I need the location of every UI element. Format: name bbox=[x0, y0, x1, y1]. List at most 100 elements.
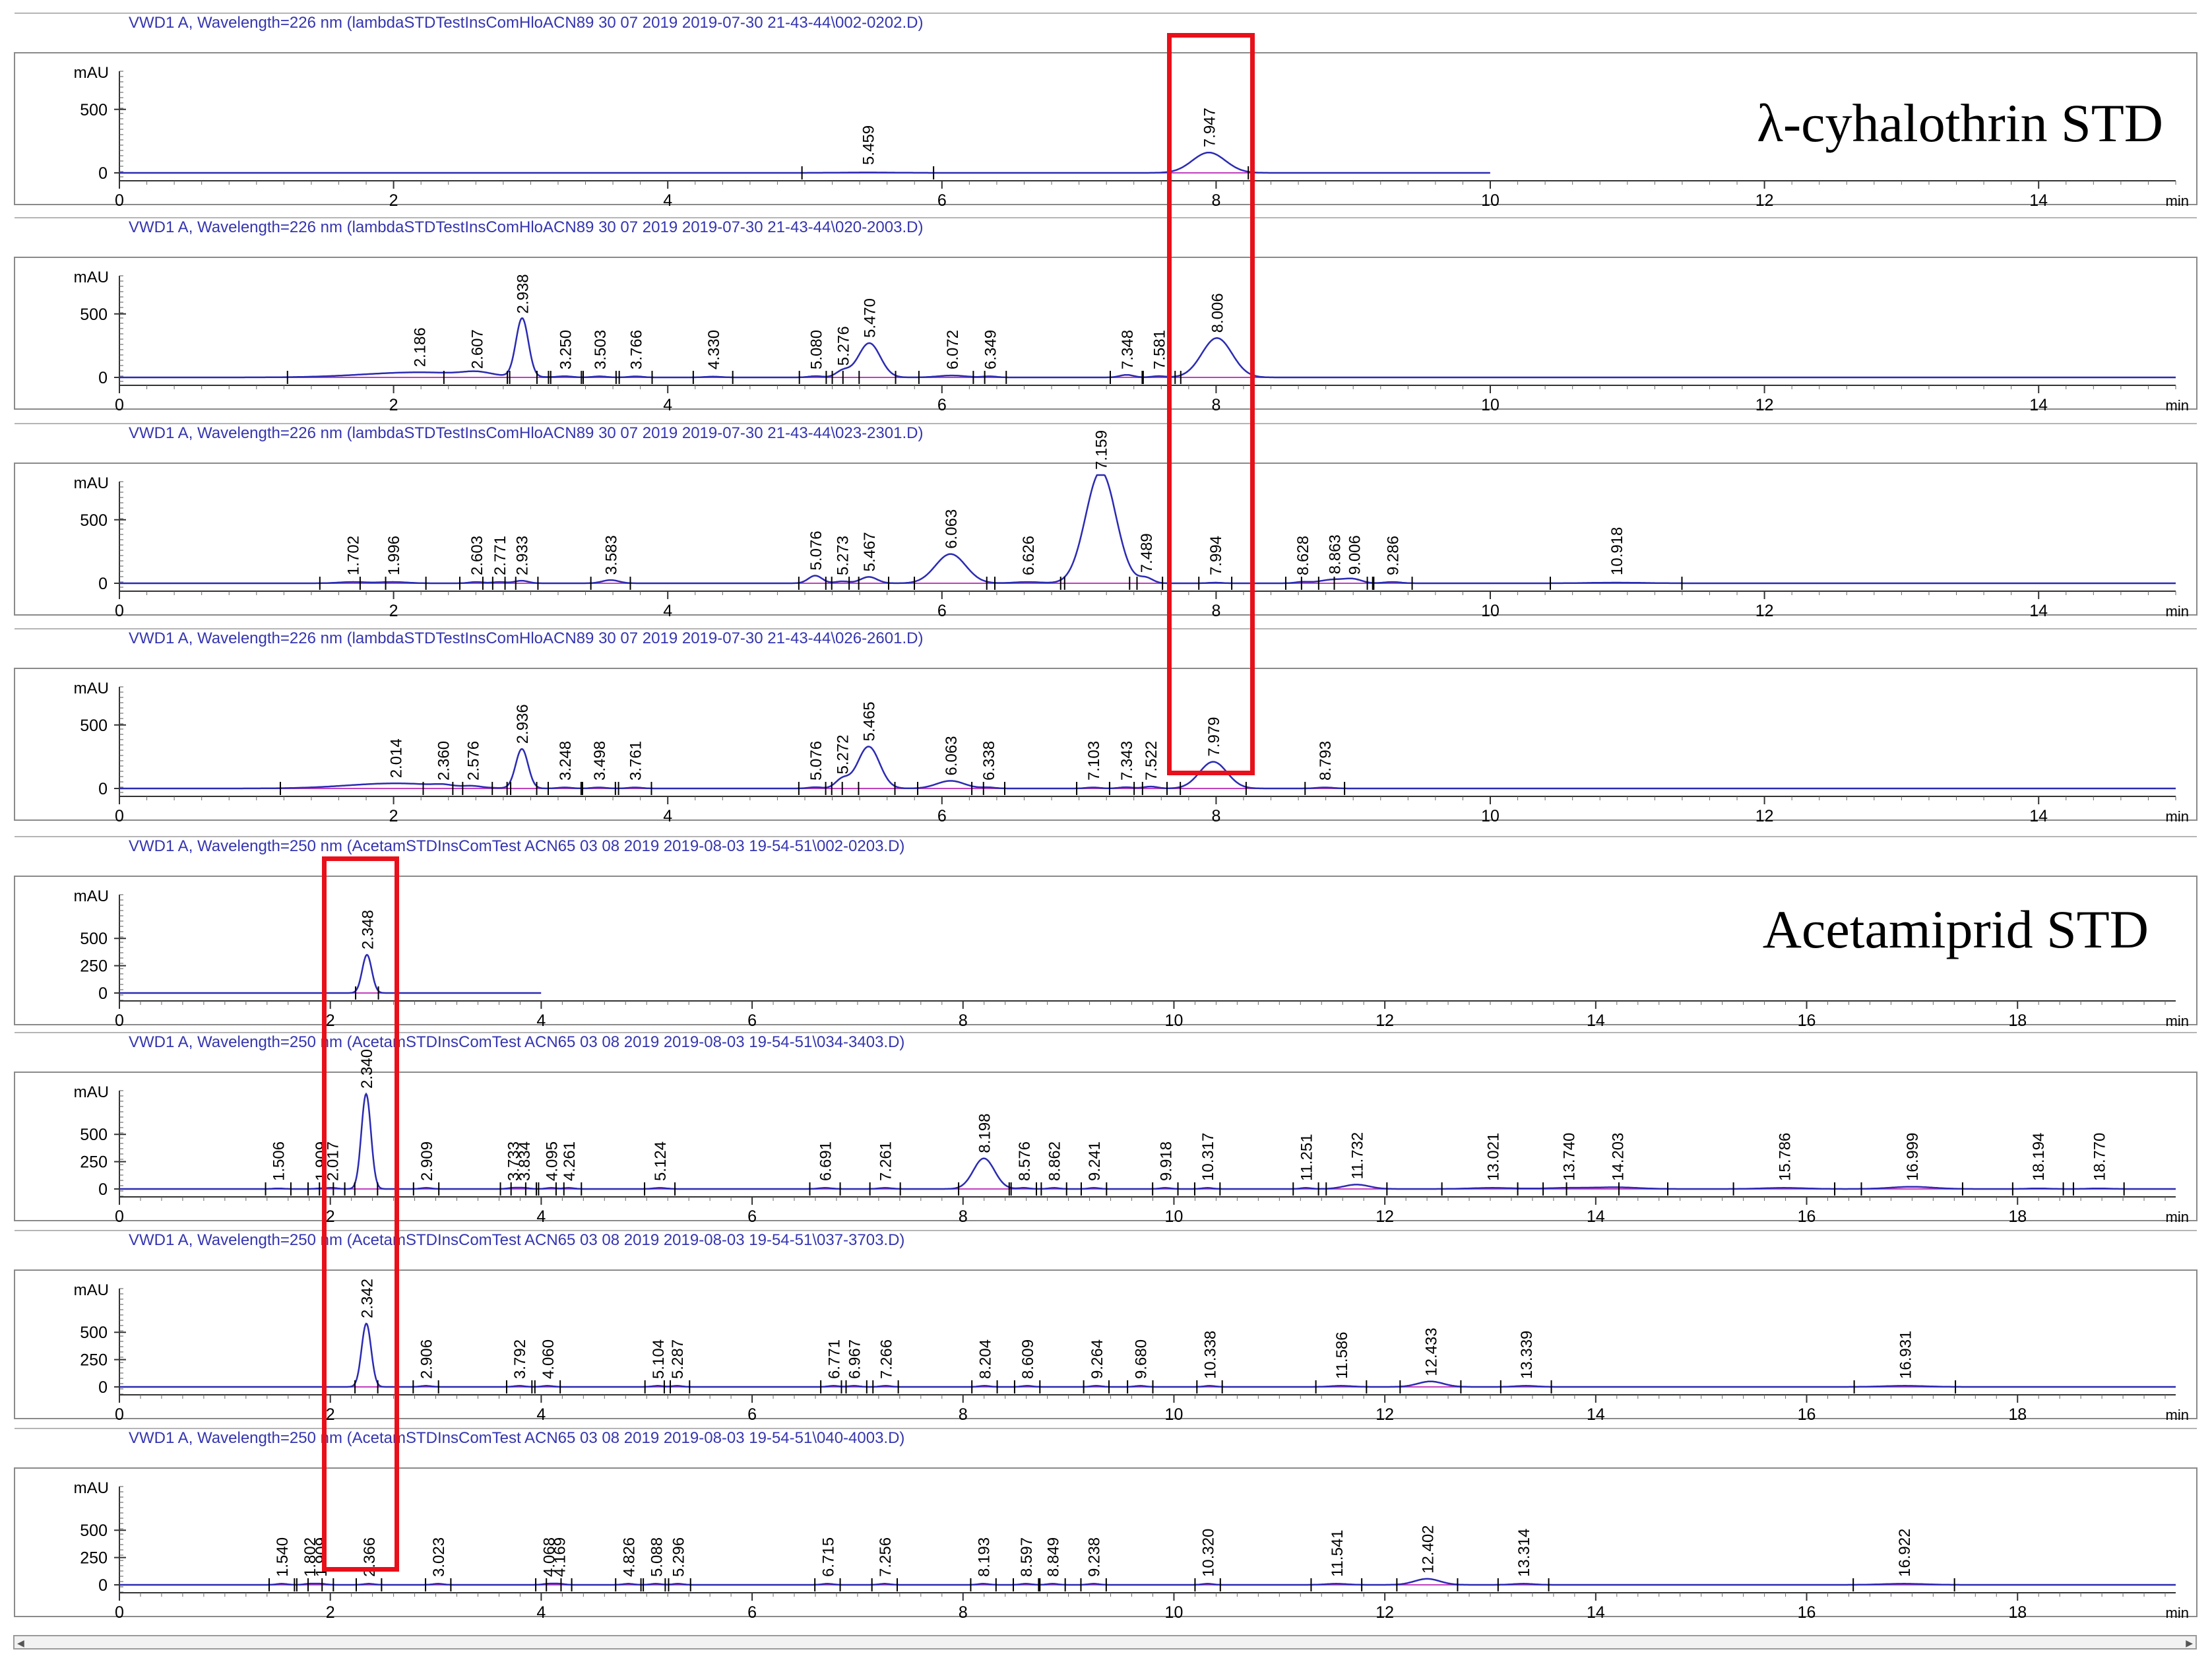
panel-title: VWD1 A, Wavelength=226 nm (lambdaSTDTest… bbox=[129, 14, 923, 32]
peak-retention-time-label: 5.273 bbox=[835, 536, 852, 575]
panel-frame bbox=[14, 668, 2197, 821]
y-tick-label: 0 bbox=[98, 575, 108, 593]
peak-retention-time-label: 4.826 bbox=[620, 1537, 638, 1577]
peak-retention-time-label: 5.459 bbox=[860, 125, 877, 165]
peak-retention-time-label: 7.489 bbox=[1138, 533, 1156, 573]
peak-retention-time-label: 3.023 bbox=[430, 1537, 448, 1577]
x-tick-label: 14 bbox=[1587, 1207, 1605, 1226]
x-axis-unit-label: min bbox=[2166, 808, 2189, 825]
x-tick-label: 6 bbox=[937, 807, 947, 825]
y-tick-label: 0 bbox=[98, 164, 108, 183]
peak-retention-time-label: 6.063 bbox=[943, 509, 961, 549]
chromatogram-panel-7: VWD1 A, Wavelength=250 nm (AcetamSTDInsC… bbox=[14, 1230, 2197, 1424]
panel-frame bbox=[14, 1467, 2197, 1617]
peak-retention-time-label: 6.072 bbox=[944, 330, 962, 369]
peak-retention-time-label: 8.597 bbox=[1018, 1537, 1036, 1577]
peak-retention-time-label: 11.251 bbox=[1298, 1134, 1315, 1181]
x-axis-unit-label: min bbox=[2166, 603, 2189, 620]
x-tick-label: 12 bbox=[1755, 807, 1774, 825]
x-tick-label: 8 bbox=[959, 1011, 968, 1030]
peak-retention-time-label: 6.063 bbox=[943, 736, 961, 775]
peak-retention-time-label: 8.006 bbox=[1209, 293, 1227, 333]
x-axis-unit-label: min bbox=[2166, 397, 2189, 414]
peak-retention-time-label: 10.918 bbox=[1608, 527, 1626, 575]
peak-retention-time-label: 8.198 bbox=[976, 1114, 994, 1153]
peak-retention-time-label: 3.250 bbox=[557, 330, 575, 369]
peak-retention-time-label: 5.467 bbox=[861, 532, 879, 571]
panel-title: VWD1 A, Wavelength=226 nm (lambdaSTDTest… bbox=[129, 218, 923, 236]
x-tick-label: 18 bbox=[2008, 1603, 2027, 1622]
x-tick-label: 12 bbox=[1755, 602, 1774, 620]
x-axis-unit-label: min bbox=[2166, 1605, 2189, 1621]
peak-retention-time-label: 9.238 bbox=[1086, 1537, 1104, 1577]
x-axis-unit-label: min bbox=[2166, 1209, 2189, 1225]
peak-retention-time-label: 7.947 bbox=[1201, 108, 1218, 147]
peak-retention-time-label: 1.802 bbox=[301, 1537, 319, 1577]
x-tick-label: 8 bbox=[959, 1603, 968, 1622]
y-tick-label: 500 bbox=[80, 305, 108, 324]
x-tick-label: 0 bbox=[115, 602, 124, 620]
x-tick-label: 2 bbox=[389, 191, 398, 210]
y-axis-unit-label: mAU bbox=[74, 64, 109, 82]
x-tick-label: 14 bbox=[1587, 1405, 1605, 1424]
x-tick-label: 10 bbox=[1165, 1405, 1184, 1424]
lambda-peak-highlight-box bbox=[1166, 33, 1255, 775]
x-tick-label: 4 bbox=[663, 191, 672, 210]
panel-frame bbox=[14, 876, 2197, 1025]
x-tick-label: 18 bbox=[2008, 1011, 2027, 1030]
peak-retention-time-label: 3.583 bbox=[603, 535, 621, 575]
x-tick-label: 10 bbox=[1481, 807, 1500, 825]
panel-frame bbox=[14, 1072, 2197, 1221]
x-tick-label: 2 bbox=[326, 1207, 335, 1226]
peak-retention-time-label: 1.702 bbox=[345, 536, 363, 575]
peak-retention-time-label: 2.603 bbox=[468, 536, 486, 575]
x-tick-label: 6 bbox=[937, 191, 947, 210]
peak-retention-time-label: 8.862 bbox=[1046, 1141, 1064, 1181]
y-tick-label: 0 bbox=[98, 1180, 108, 1199]
peak-retention-time-label: 1.540 bbox=[274, 1537, 292, 1577]
x-tick-label: 10 bbox=[1481, 602, 1500, 620]
peak-retention-time-label: 2.938 bbox=[515, 274, 532, 313]
scroll-left-arrow-icon[interactable]: ◀ bbox=[17, 1638, 24, 1648]
scroll-right-arrow-icon[interactable]: ▶ bbox=[2186, 1638, 2193, 1648]
peak-retention-time-label: 3.498 bbox=[591, 741, 609, 781]
x-tick-label: 0 bbox=[115, 1405, 124, 1424]
x-tick-label: 10 bbox=[1481, 191, 1500, 210]
peak-retention-time-label: 16.999 bbox=[1904, 1133, 1922, 1181]
peak-retention-time-label: 13.314 bbox=[1515, 1529, 1533, 1577]
x-tick-label: 16 bbox=[1798, 1603, 1816, 1622]
x-tick-label: 14 bbox=[1587, 1011, 1605, 1030]
panel-title: VWD1 A, Wavelength=250 nm (AcetamSTDInsC… bbox=[129, 837, 904, 855]
x-tick-label: 2 bbox=[389, 396, 398, 414]
x-tick-label: 4 bbox=[663, 602, 672, 620]
x-tick-label: 8 bbox=[1211, 191, 1220, 210]
peak-retention-time-label: 1.996 bbox=[385, 536, 403, 575]
x-tick-label: 14 bbox=[2029, 602, 2048, 620]
chromatogram-panel-4: VWD1 A, Wavelength=226 nm (lambdaSTDTest… bbox=[14, 628, 2197, 825]
panel-title: VWD1 A, Wavelength=250 nm (AcetamSTDInsC… bbox=[129, 1231, 904, 1249]
peak-retention-time-label: 9.918 bbox=[1157, 1141, 1175, 1181]
horizontal-scrollbar[interactable]: ◀ ▶ bbox=[13, 1635, 2197, 1650]
peak-retention-time-label: 10.320 bbox=[1200, 1529, 1218, 1577]
peak-retention-time-label: 1.506 bbox=[270, 1141, 288, 1181]
y-tick-label: 250 bbox=[80, 1153, 108, 1172]
peak-retention-time-label: 9.286 bbox=[1385, 536, 1403, 575]
y-tick-label: 500 bbox=[80, 1126, 108, 1144]
peak-retention-time-label: 5.276 bbox=[835, 326, 852, 366]
peak-retention-time-label: 1.909 bbox=[313, 1141, 331, 1181]
x-tick-label: 4 bbox=[663, 807, 672, 825]
peak-retention-time-label: 9.680 bbox=[1132, 1339, 1150, 1379]
x-tick-label: 18 bbox=[2008, 1405, 2027, 1424]
peak-retention-time-label: 10.338 bbox=[1201, 1331, 1219, 1379]
peak-retention-time-label: 15.786 bbox=[1776, 1133, 1794, 1181]
peak-retention-time-label: 2.342 bbox=[358, 1279, 376, 1318]
chromatogram-trace bbox=[119, 151, 1490, 174]
x-tick-label: 12 bbox=[1375, 1011, 1394, 1030]
peak-retention-time-label: 8.204 bbox=[976, 1339, 994, 1379]
peak-retention-time-label: 5.124 bbox=[652, 1141, 670, 1181]
x-tick-label: 12 bbox=[1375, 1603, 1394, 1622]
panel-title: VWD1 A, Wavelength=226 nm (lambdaSTDTest… bbox=[129, 629, 923, 647]
y-tick-label: 500 bbox=[80, 101, 108, 119]
x-tick-label: 8 bbox=[959, 1207, 968, 1226]
